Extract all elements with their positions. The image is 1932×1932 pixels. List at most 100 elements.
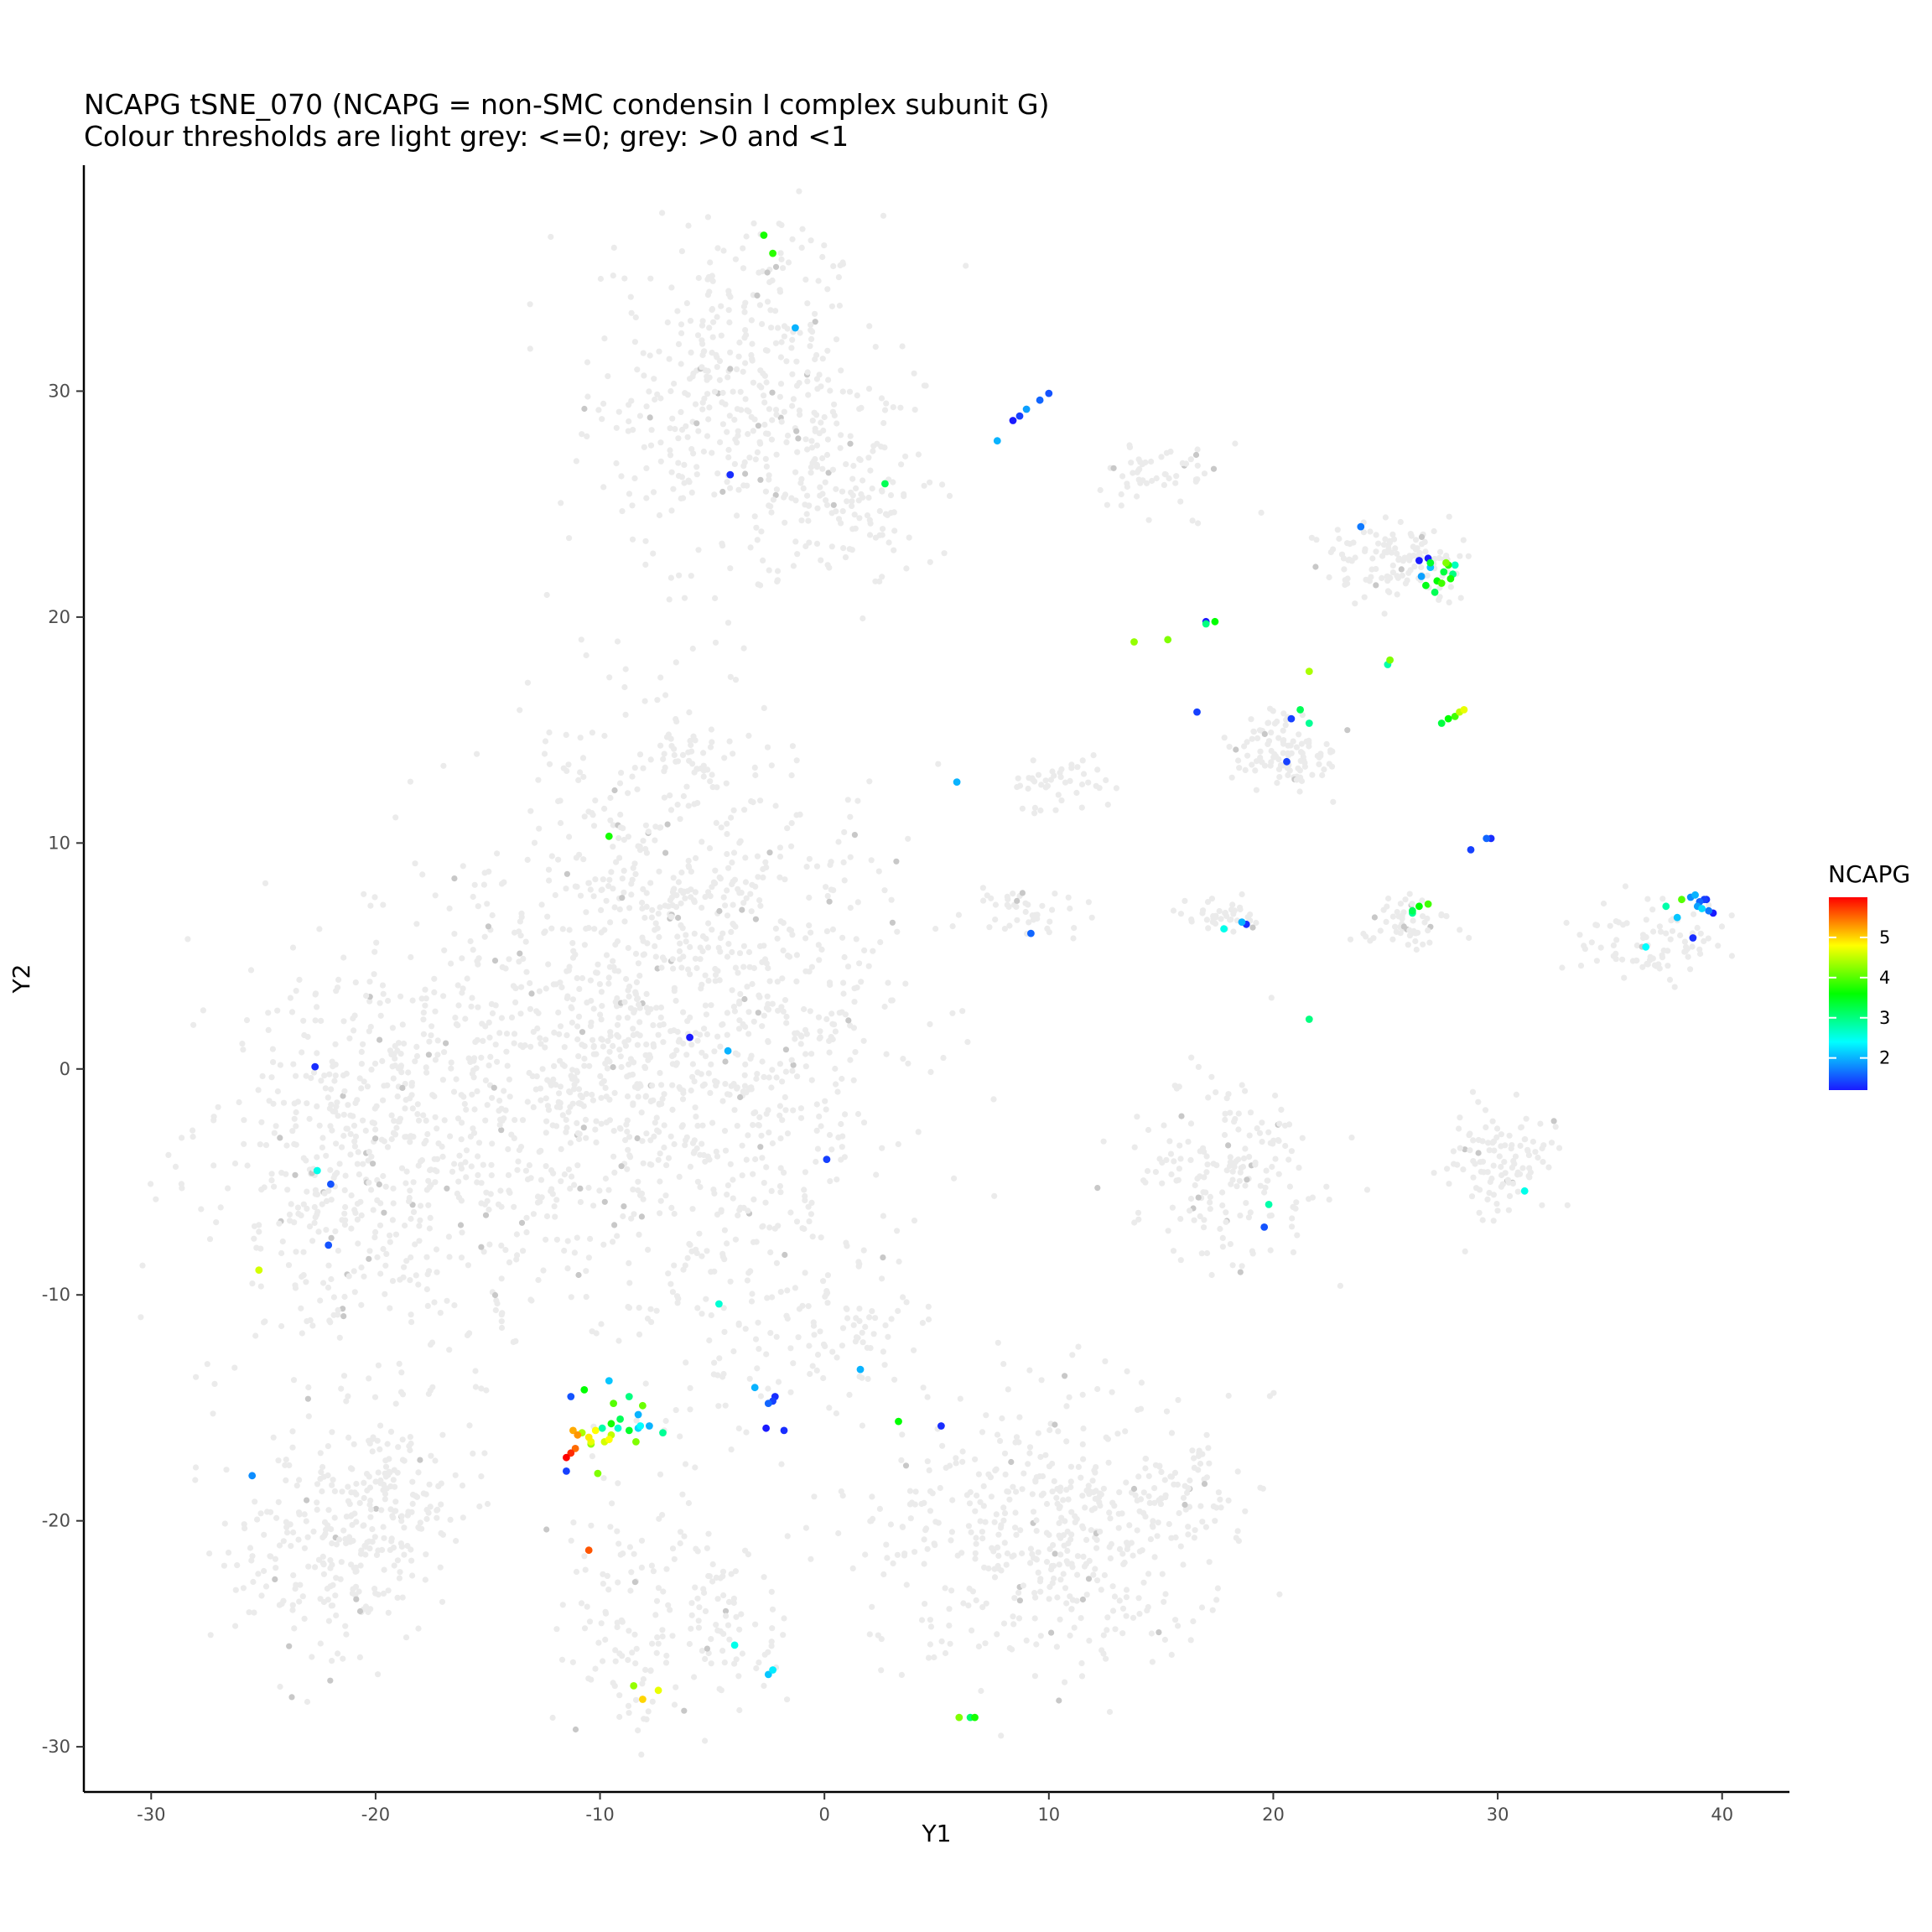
background-point xyxy=(922,1601,928,1607)
background-point xyxy=(760,865,766,873)
background-point xyxy=(605,980,612,987)
background-point xyxy=(736,1706,743,1714)
background-point xyxy=(408,1254,414,1261)
background-point xyxy=(772,340,780,346)
background-point xyxy=(725,288,732,294)
background-point xyxy=(915,1129,922,1135)
background-point xyxy=(399,1436,406,1443)
background-point xyxy=(1150,1524,1156,1530)
background-point xyxy=(527,1043,534,1050)
background-point xyxy=(678,900,684,906)
background-point xyxy=(998,1522,1005,1529)
background-point xyxy=(710,1187,717,1193)
background-point xyxy=(1418,564,1425,571)
background-point xyxy=(563,1129,569,1135)
background-point xyxy=(349,1522,356,1529)
background-point xyxy=(472,1368,479,1374)
background-point xyxy=(478,1180,485,1187)
data-point xyxy=(659,1429,667,1436)
background-point xyxy=(811,1493,818,1500)
background-point xyxy=(304,1497,310,1504)
background-point xyxy=(813,442,821,449)
background-point xyxy=(784,825,791,832)
background-point xyxy=(347,1465,355,1472)
background-point xyxy=(1203,1249,1211,1257)
background-point xyxy=(1431,1170,1437,1176)
background-point xyxy=(1687,966,1694,973)
background-point xyxy=(730,1348,737,1355)
background-point xyxy=(808,237,814,244)
background-point xyxy=(650,489,657,496)
background-point xyxy=(1486,1190,1493,1197)
background-point xyxy=(669,1289,677,1296)
data-point xyxy=(1260,1223,1269,1231)
background-point xyxy=(1517,1142,1524,1149)
background-point xyxy=(653,1307,660,1314)
data-point xyxy=(953,778,961,786)
background-point xyxy=(452,1015,459,1021)
background-point xyxy=(788,772,795,779)
background-point xyxy=(432,892,439,899)
background-point xyxy=(1330,546,1337,553)
background-point xyxy=(1210,1503,1217,1509)
background-point xyxy=(1057,774,1064,781)
background-point xyxy=(1200,1145,1207,1151)
background-point xyxy=(1475,1098,1482,1105)
background-point xyxy=(366,1255,372,1262)
background-point xyxy=(432,1457,439,1464)
background-point xyxy=(275,1457,282,1464)
background-point xyxy=(643,890,650,896)
background-point xyxy=(390,1477,397,1483)
background-point xyxy=(773,1074,780,1081)
background-point xyxy=(551,1203,558,1210)
background-point xyxy=(740,463,747,470)
background-point xyxy=(536,1149,543,1156)
background-point xyxy=(558,1656,566,1663)
background-point xyxy=(377,1036,383,1043)
background-point xyxy=(481,1450,488,1457)
background-point xyxy=(1168,1430,1176,1436)
background-point xyxy=(781,1615,787,1622)
background-point xyxy=(256,1228,262,1235)
background-point xyxy=(1613,937,1620,943)
background-point xyxy=(303,1279,309,1285)
background-point xyxy=(760,557,766,564)
background-point xyxy=(683,1359,689,1366)
background-point xyxy=(601,927,608,933)
background-point xyxy=(459,1483,466,1489)
background-point xyxy=(1639,963,1646,970)
background-point xyxy=(1032,1594,1039,1601)
background-point xyxy=(1208,896,1215,902)
background-point xyxy=(478,1385,485,1392)
background-point xyxy=(397,1062,404,1069)
background-point xyxy=(566,535,573,542)
background-point xyxy=(778,1461,785,1467)
background-point xyxy=(1298,777,1306,785)
background-point xyxy=(1328,763,1336,770)
background-point xyxy=(1380,542,1388,548)
background-point xyxy=(1046,918,1053,925)
background-point xyxy=(225,1550,232,1556)
background-point xyxy=(1173,1085,1180,1092)
background-point xyxy=(692,955,699,962)
background-point xyxy=(881,1003,888,1010)
background-point xyxy=(752,1336,760,1343)
background-point xyxy=(484,1500,491,1508)
background-point xyxy=(626,418,632,425)
background-point xyxy=(895,1140,901,1148)
background-point xyxy=(1550,1118,1557,1124)
background-point xyxy=(1280,740,1287,747)
background-point xyxy=(1272,1156,1279,1162)
background-point xyxy=(667,574,675,581)
background-point xyxy=(569,1076,576,1083)
background-point xyxy=(1275,1138,1282,1145)
data-point xyxy=(605,1377,613,1384)
background-point xyxy=(726,738,733,745)
background-point xyxy=(617,1551,624,1558)
background-point xyxy=(977,1518,984,1524)
background-point xyxy=(1379,574,1385,582)
background-point xyxy=(467,937,474,945)
background-point xyxy=(802,501,808,508)
background-point xyxy=(418,1157,425,1164)
background-point xyxy=(779,1117,786,1124)
